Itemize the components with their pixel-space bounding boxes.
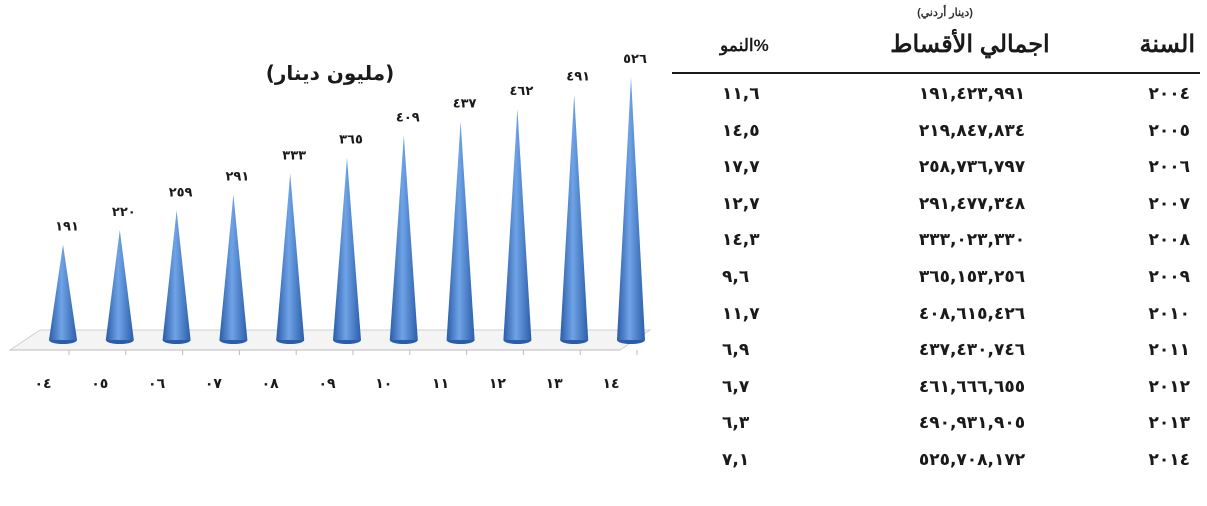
bar-cone (162, 210, 191, 340)
year-cell: ٢٠١١ (1148, 340, 1190, 361)
bar-cone (105, 230, 134, 340)
x-tick-label: ٠٨ (262, 376, 280, 392)
header-growth: النمو% (720, 36, 769, 55)
bar-cone (49, 244, 77, 340)
bar-cone (560, 94, 589, 340)
x-tick-label: ٠٥ (91, 376, 108, 392)
year-cell: ٢٠٠٨ (1148, 230, 1190, 251)
table-row: ٦,٣ ٤٩٠,٩٣١,٩٠٥ ٢٠١٣ (672, 405, 1200, 441)
growth-cell: ٩,٦ (722, 267, 750, 287)
table-row: ١٢,٧ ٢٩١,٤٧٧,٣٤٨ ٢٠٠٧ (672, 186, 1200, 222)
bar-cone (333, 157, 361, 340)
table-row: ١٤,٣ ٣٣٣,٠٢٣,٣٣٠ ٢٠٠٨ (672, 222, 1200, 258)
data-label: ٣٦٥ (339, 133, 363, 148)
data-label: ٤٠٩ (396, 111, 420, 126)
growth-cell: ١٢,٧ (722, 193, 760, 214)
table-row: ٩,٦ ٣٦٥,١٥٣,٢٥٦ ٢٠٠٩ (672, 259, 1200, 295)
x-tick-label: ١٠ (375, 376, 392, 392)
total-premiums-cell: ٥٢٥,٧٠٨,١٧٢ (918, 450, 1026, 470)
data-label: ٥٢٦ (623, 52, 647, 67)
table-row: ١٤,٥ ٢١٩,٨٤٧,٨٣٤ ٢٠٠٥ (672, 113, 1200, 149)
growth-cell: ٦,٣ (722, 413, 750, 434)
year-cell: ٢٠٠٥ (1148, 120, 1190, 141)
year-cell: ٢٠٠٩ (1148, 267, 1190, 287)
year-cell: ٢٠٠٤ (1148, 84, 1190, 104)
chart-floor (8, 329, 652, 355)
total-premiums-cell: ٢١٩,٨٤٧,٨٣٤ (918, 120, 1026, 141)
growth-cell: ١٤,٣ (722, 230, 760, 251)
year-cell: ٢٠١٢ (1148, 376, 1190, 397)
total-premiums-cell: ٤٠٨,٦١٥,٤٢٦ (918, 303, 1026, 324)
total-premiums-cell: ٤٩٠,٩٣١,٩٠٥ (918, 413, 1026, 434)
year-cell: ٢٠٠٧ (1148, 193, 1190, 214)
x-tick-label: ٠٩ (318, 376, 336, 392)
year-cell: ٢٠٠٦ (1148, 157, 1190, 178)
growth-cell: ١٤,٥ (722, 120, 760, 141)
data-label: ٤٦٢ (509, 84, 533, 99)
table-row: ٧,١ ٥٢٥,٧٠٨,١٧٢ ٢٠١٤ (672, 442, 1200, 478)
growth-cell: ٦,٧ (722, 376, 750, 397)
x-tick-label: ٠٧ (205, 376, 223, 392)
table-unit-note: (دينار أردني) (917, 7, 973, 19)
growth-cell: ٧,١ (722, 450, 750, 470)
bar-cone (276, 173, 305, 340)
growth-cell: ١٧,٧ (722, 157, 760, 178)
year-cell: ٢٠١٠ (1148, 303, 1190, 324)
header-rule (672, 72, 1200, 74)
bar-cone (446, 121, 475, 340)
data-label: ٢٢٠ (112, 205, 136, 220)
x-tick-label: ٠٦ (148, 376, 166, 392)
data-label: ٢٩١ (225, 170, 249, 185)
cone-series (49, 77, 645, 344)
x-tick-label: ١٤ (602, 376, 619, 392)
data-label: ٣٣٣ (282, 149, 306, 164)
table-row: ٦,٩ ٤٣٧,٤٣٠,٧٤٦ ٢٠١١ (672, 332, 1200, 368)
table-row: ٦,٧ ٤٦١,٦٦٦,٦٥٥ ٢٠١٢ (672, 369, 1200, 405)
total-premiums-cell: ٢٥٨,٧٣٦,٧٩٧ (918, 157, 1026, 178)
growth-cell: ٦,٩ (722, 340, 750, 361)
x-tick-label: ١٣ (546, 376, 564, 392)
data-label: ٤٣٧ (453, 97, 477, 112)
total-premiums-cell: ٣٣٣,٠٢٣,٣٣٠ (918, 230, 1026, 251)
year-cell: ٢٠١٣ (1148, 413, 1190, 434)
bar-cone (503, 109, 532, 340)
x-tick-label: ٠٤ (34, 376, 51, 392)
x-tick-labels: ٠٤ ٠٥ ٠٦ ٠٧ ٠٨ ٠٩ ١٠ ١١ ١٢ ١٣ ١٤ (34, 376, 619, 392)
data-label: ٢٥٩ (169, 186, 193, 201)
total-premiums-cell: ٤٣٧,٤٣٠,٧٤٦ (918, 340, 1026, 361)
table-row: ١١,٧ ٤٠٨,٦١٥,٤٢٦ ٢٠١٠ (672, 296, 1200, 332)
cone-bar-chart: (مليون دينار) ١٩١ ٢٢٠ ٢٥٩ ٢٩١ ٣٣٣ ٣٦٥ ٤٠٩ ٤٣٧ ٤٦… (8, 52, 652, 392)
total-premiums-cell: ٢٩١,٤٧٧,٣٤٨ (918, 193, 1026, 214)
bar-cone (219, 194, 248, 340)
year-cell: ٢٠١٤ (1148, 450, 1190, 470)
data-label: ٤٩١ (566, 70, 590, 85)
growth-cell: ١١,٧ (722, 303, 760, 324)
header-total-premiums: اجمالي الأقساط (890, 31, 1050, 58)
total-premiums-cell: ٤٦١,٦٦٦,٦٥٥ (918, 376, 1026, 397)
chart-title: (مليون دينار) (266, 61, 395, 85)
total-premiums-cell: ٣٦٥,١٥٣,٢٥٦ (918, 267, 1026, 287)
table-row: ١١,٦ ١٩١,٤٢٣,٩٩١ ٢٠٠٤ (672, 76, 1200, 112)
bar-cone (389, 135, 418, 340)
bar-cone (617, 77, 645, 340)
growth-cell: ١١,٦ (722, 84, 760, 104)
table-row: ١٧,٧ ٢٥٨,٧٣٦,٧٩٧ ٢٠٠٦ (672, 149, 1200, 185)
x-tick-label: ١١ (432, 376, 449, 392)
header-year: السنة (1139, 31, 1196, 58)
total-premiums-cell: ١٩١,٤٢٣,٩٩١ (918, 84, 1026, 104)
data-label: ١٩١ (55, 220, 79, 235)
value-labels: ١٩١ ٢٢٠ ٢٥٩ ٢٩١ ٣٣٣ ٣٦٥ ٤٠٩ ٤٣٧ ٤٦٢ ٤٩١ ٥٢٦ (55, 52, 647, 235)
x-tick-label: ١٢ (489, 376, 507, 392)
